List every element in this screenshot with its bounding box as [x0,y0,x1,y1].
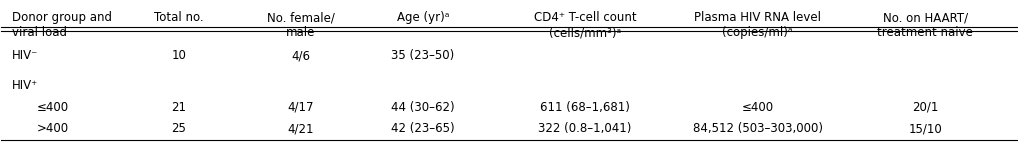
Text: 42 (23–65): 42 (23–65) [391,122,454,135]
Text: 20/1: 20/1 [912,101,939,114]
Text: Plasma HIV RNA level
(copies/ml)ᵃ: Plasma HIV RNA level (copies/ml)ᵃ [694,11,822,39]
Text: 25: 25 [172,122,186,135]
Text: 35 (23–50): 35 (23–50) [391,49,454,62]
Text: Total no.: Total no. [155,11,204,24]
Text: Donor group and
viral load: Donor group and viral load [11,11,112,39]
Text: 21: 21 [172,101,186,114]
Text: 15/10: 15/10 [908,122,942,135]
Text: 4/6: 4/6 [291,49,310,62]
Text: No. on HAART/
treatment naive: No. on HAART/ treatment naive [878,11,973,39]
Text: 44 (30–62): 44 (30–62) [391,101,454,114]
Text: 10: 10 [172,49,186,62]
Text: 4/21: 4/21 [288,122,315,135]
Text: 84,512 (503–303,000): 84,512 (503–303,000) [692,122,823,135]
Text: No. female/
male: No. female/ male [267,11,335,39]
Text: 4/17: 4/17 [288,101,315,114]
Text: 611 (68–1,681): 611 (68–1,681) [541,101,630,114]
Text: HIV⁻: HIV⁻ [11,49,38,62]
Text: Age (yr)ᵃ: Age (yr)ᵃ [397,11,449,24]
Text: ≤400: ≤400 [37,101,69,114]
Text: CD4⁺ T-cell count
(cells/mm³)ᵃ: CD4⁺ T-cell count (cells/mm³)ᵃ [533,11,636,39]
Text: HIV⁺: HIV⁺ [11,79,38,92]
Text: ≤400: ≤400 [742,101,774,114]
Text: >400: >400 [37,122,69,135]
Text: 322 (0.8–1,041): 322 (0.8–1,041) [539,122,632,135]
